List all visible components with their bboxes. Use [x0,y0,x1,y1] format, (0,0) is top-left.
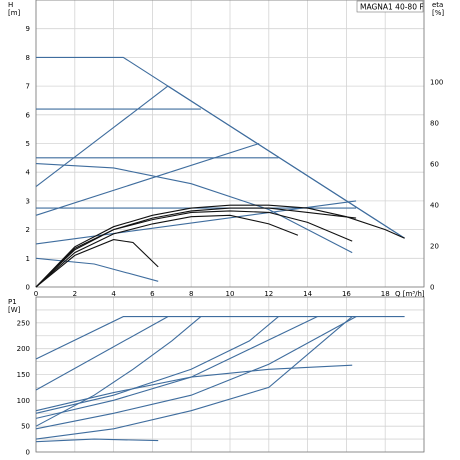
power-curve-6 [35,316,357,430]
power-curve-7 [35,316,353,440]
head-curve-2 [35,85,405,239]
power-tick-labels: 0 50 100 150 200 250 [17,319,30,456]
efficiency-curve-2 [35,207,357,288]
head-tick-label: 3 [26,197,30,205]
head-tick-label: 0 [26,284,30,292]
power-curve-4 [35,316,279,414]
flow-tick-label: 8 [189,290,193,298]
efficiency-tick-label: 100 [430,79,443,87]
flow-tick-label: 16 [342,290,351,298]
head-curve-9 [35,257,159,282]
efficiency-curve-1 [35,204,405,288]
flow-tick-label: 6 [150,290,155,298]
power-tick-label: 50 [21,423,30,431]
efficiency-tick-label: 0 [430,284,434,292]
efficiency-tick-label: 20 [430,243,439,251]
efficiency-axis-label: eta [%] [432,1,444,17]
head-tick-label: 9 [26,25,30,33]
flow-tick-label: 12 [264,290,273,298]
head-tick-labels: 0 1 2 3 4 5 6 7 8 9 [26,25,31,291]
power-curve-1 [35,316,405,360]
head-tick-label: 1 [26,255,30,263]
head-tick-label: 8 [26,54,30,62]
head-tick-label: 2 [26,226,30,234]
head-tick-label: 7 [26,83,30,91]
power-curves [35,316,405,443]
flow-tick-label: 14 [303,290,312,298]
power-tick-label: 200 [17,345,30,353]
flow-tick-label: 4 [111,290,116,298]
head-chart-frame [35,0,425,288]
head-tick-label: 6 [26,111,31,119]
power-curve-2 [35,316,169,391]
power-chart-frame [35,296,425,453]
flow-axis-label: Q [m³/h] [395,290,425,298]
power-axis-label: P1 [W] [8,298,21,314]
flow-tick-label: 2 [73,290,77,298]
head-curves [35,56,405,288]
head-curve-5 [35,142,260,216]
efficiency-tick-label: 80 [430,120,439,128]
head-chart-grid [35,0,425,288]
power-tick-label: 250 [17,319,30,327]
flow-tick-label: 18 [381,290,390,298]
efficiency-tick-label: 60 [430,161,439,169]
power-curve-5 [35,316,318,419]
power-curve-3 [35,316,202,427]
power-tick-label: 150 [17,371,30,379]
head-curve-8 [35,163,353,254]
chart-title-box: MAGNA1 40-80 F [356,0,424,13]
chart-title: MAGNA1 40-80 F [360,3,424,12]
efficiency-curve-4 [35,214,299,288]
head-axis-label: H [m] [8,1,21,17]
power-curve-9 [35,438,159,443]
power-curve-8 [35,364,353,412]
efficiency-tick-labels: 0 20 40 60 80 100 [430,79,443,292]
head-tick-label: 5 [26,140,30,148]
flow-tick-labels: 0 2 4 6 8 10 12 14 16 18 [34,290,390,298]
efficiency-curve-5 [35,239,159,288]
power-tick-label: 100 [17,397,30,405]
efficiency-curve-3 [35,210,353,288]
flow-tick-label: 10 [226,290,235,298]
head-tick-label: 4 [26,169,31,177]
efficiency-tick-label: 40 [430,202,439,210]
power-tick-label: 0 [26,449,30,457]
power-chart-grid [35,296,425,453]
flow-tick-label: 0 [34,290,38,298]
